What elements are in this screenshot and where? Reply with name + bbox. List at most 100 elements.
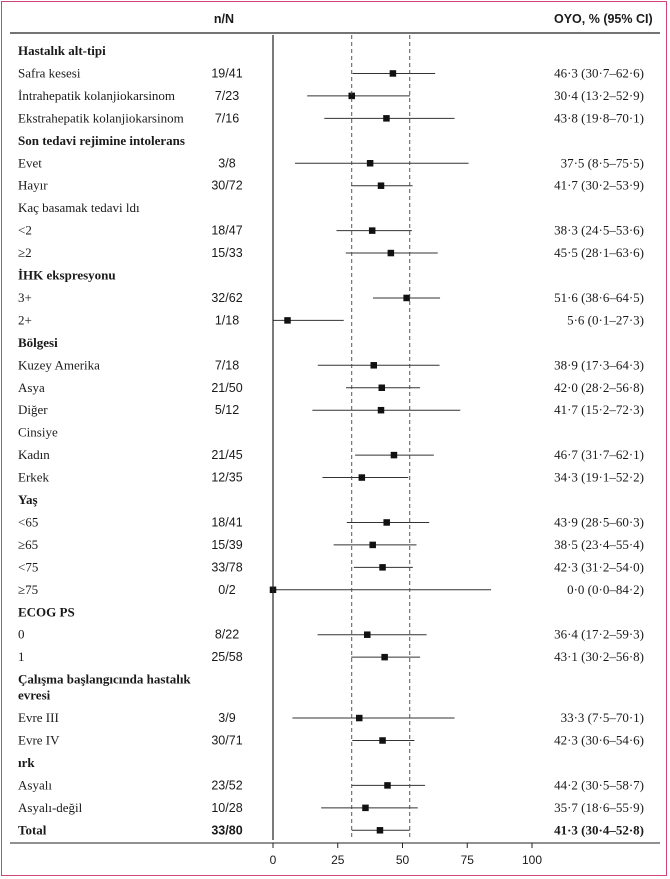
row-nN: 33/80 <box>211 823 242 837</box>
x-tick-label-25: 25 <box>331 853 345 867</box>
x-tick-label-75: 75 <box>461 853 475 867</box>
row-label: Evre IV <box>18 733 60 748</box>
group-label: Kaç basamak tedavi ldı <box>18 200 140 215</box>
row-oyo-ci: 43·1 (30·2–56·8) <box>554 649 644 664</box>
row-label: ≥2 <box>18 245 32 260</box>
group-label: ırk <box>18 755 35 770</box>
point-estimate <box>390 451 398 459</box>
point-estimate <box>366 160 374 167</box>
row-oyo-ci: 45·5 (28·1–63·6) <box>554 245 644 260</box>
row-nN: 19/41 <box>211 66 242 80</box>
point-estimate <box>369 541 376 549</box>
group-label: Bölgesi <box>18 335 58 350</box>
row-label: ≥75 <box>18 582 38 597</box>
row-nN: 32/62 <box>211 291 242 305</box>
group-label: Hastalık alt-tipi <box>18 43 106 58</box>
row-oyo-ci: 51·6 (38·6–64·5) <box>554 290 644 305</box>
row-nN: 3/9 <box>218 711 235 725</box>
group-label-cont: evresi <box>18 688 51 703</box>
row-nN: 5/12 <box>215 403 239 417</box>
point-estimate <box>384 782 391 789</box>
point-estimate <box>355 714 363 722</box>
point-estimate <box>379 737 386 744</box>
row-nN: 8/22 <box>215 628 239 642</box>
row-nN: 15/33 <box>211 246 242 260</box>
point-estimate <box>348 92 355 100</box>
row-oyo-ci: 38·3 (24·5–53·6) <box>554 223 644 238</box>
group-label: İHK ekspresyonu <box>18 268 116 283</box>
point-estimate <box>389 70 397 77</box>
group-label: Yaş <box>18 492 38 507</box>
row-nN: 33/78 <box>211 560 242 574</box>
row-oyo-ci: 41·7 (15·2–72·3) <box>554 402 644 417</box>
row-oyo-ci: 42·3 (31·2–54·0) <box>554 559 644 574</box>
point-estimate <box>377 406 385 414</box>
row-nN: 15/39 <box>211 538 242 552</box>
row-oyo-ci: 35·7 (18·6–55·9) <box>554 800 644 815</box>
row-oyo-ci: 5·6 (0·1–27·3) <box>567 312 644 327</box>
row-oyo-ci: 42·0 (28·2–56·8) <box>554 380 644 395</box>
row-label: <65 <box>18 514 38 529</box>
row-label: Asya <box>18 380 45 395</box>
row-label: İntrahepatik kolanjiokarsinom <box>18 88 175 103</box>
point-estimate <box>370 362 378 369</box>
point-estimate <box>368 227 376 234</box>
row-oyo-ci: 46·7 (31·7–62·1) <box>554 447 644 462</box>
point-estimate <box>383 519 390 526</box>
point-estimate <box>378 384 386 391</box>
row-label: Total <box>18 822 47 837</box>
row-oyo-ci: 41·7 (30·2–53·9) <box>554 178 644 193</box>
row-nN: 21/45 <box>211 448 242 462</box>
row-label: <75 <box>18 559 38 574</box>
row-nN: 1/18 <box>215 313 239 327</box>
point-estimate <box>284 317 291 324</box>
row-oyo-ci: 34·3 (19·1–52·2) <box>554 470 644 485</box>
point-estimate <box>376 827 384 834</box>
row-nN: 30/72 <box>211 179 242 193</box>
row-label: Asyalı <box>18 777 52 792</box>
row-nN: 30/71 <box>211 734 242 748</box>
row-label: ≥65 <box>18 537 38 552</box>
row-nN: 12/35 <box>211 471 242 485</box>
row-oyo-ci: 38·5 (23·4–55·4) <box>554 537 644 552</box>
row-label: Evre III <box>18 710 59 725</box>
row-nN: 23/52 <box>211 778 242 792</box>
row-oyo-ci: 43·9 (28·5–60·3) <box>554 514 644 529</box>
header-oyo: OYO, % (95% CI) <box>554 12 653 26</box>
row-nN: 7/23 <box>215 89 239 103</box>
row-oyo-ci: 46·3 (30·7–62·6) <box>554 65 644 80</box>
x-tick-label-50: 50 <box>396 853 410 867</box>
group-label: Son tedavi rejimine intolerans <box>18 133 185 148</box>
row-label: Hayır <box>18 178 48 193</box>
row-oyo-ci: 30·4 (13·2–52·9) <box>554 88 644 103</box>
row-label: Evet <box>18 155 42 170</box>
point-estimate <box>403 294 410 302</box>
row-oyo-ci: 38·9 (17·3–64·3) <box>554 357 644 372</box>
point-estimate <box>387 249 395 257</box>
row-nN: 7/16 <box>215 111 239 125</box>
row-oyo-ci: 33·3 (7·5–70·1) <box>561 710 644 725</box>
x-tick-label-0: 0 <box>270 853 277 867</box>
point-estimate <box>379 564 386 571</box>
row-nN: 7/18 <box>215 358 239 372</box>
point-estimate <box>362 804 369 812</box>
row-oyo-ci: 44·2 (30·5–58·7) <box>554 777 644 792</box>
group-label: ECOG PS <box>18 604 75 619</box>
row-nN: 3/8 <box>218 156 235 170</box>
row-label: Ekstrahepatik kolanjiokarsinom <box>18 110 184 125</box>
row-nN: 25/58 <box>211 650 242 664</box>
row-label: Safra kesesi <box>18 65 81 80</box>
row-oyo-ci: 0·0 (0·0–84·2) <box>567 582 644 597</box>
row-label: Kadın <box>18 447 50 462</box>
row-nN: 18/47 <box>211 224 242 238</box>
row-oyo-ci: 43·8 (19·8–70·1) <box>554 110 644 125</box>
row-oyo-ci: 36·4 (17·2–59·3) <box>554 627 644 642</box>
row-label: <2 <box>18 223 32 238</box>
group-label: Çalışma başlangıcında hastalık <box>18 672 191 687</box>
x-axis: 0 25 50 75 100 <box>270 35 542 867</box>
header-nN: n/N <box>214 12 234 26</box>
row-oyo-ci: 42·3 (30·6–54·6) <box>554 733 644 748</box>
point-estimate <box>358 474 366 481</box>
